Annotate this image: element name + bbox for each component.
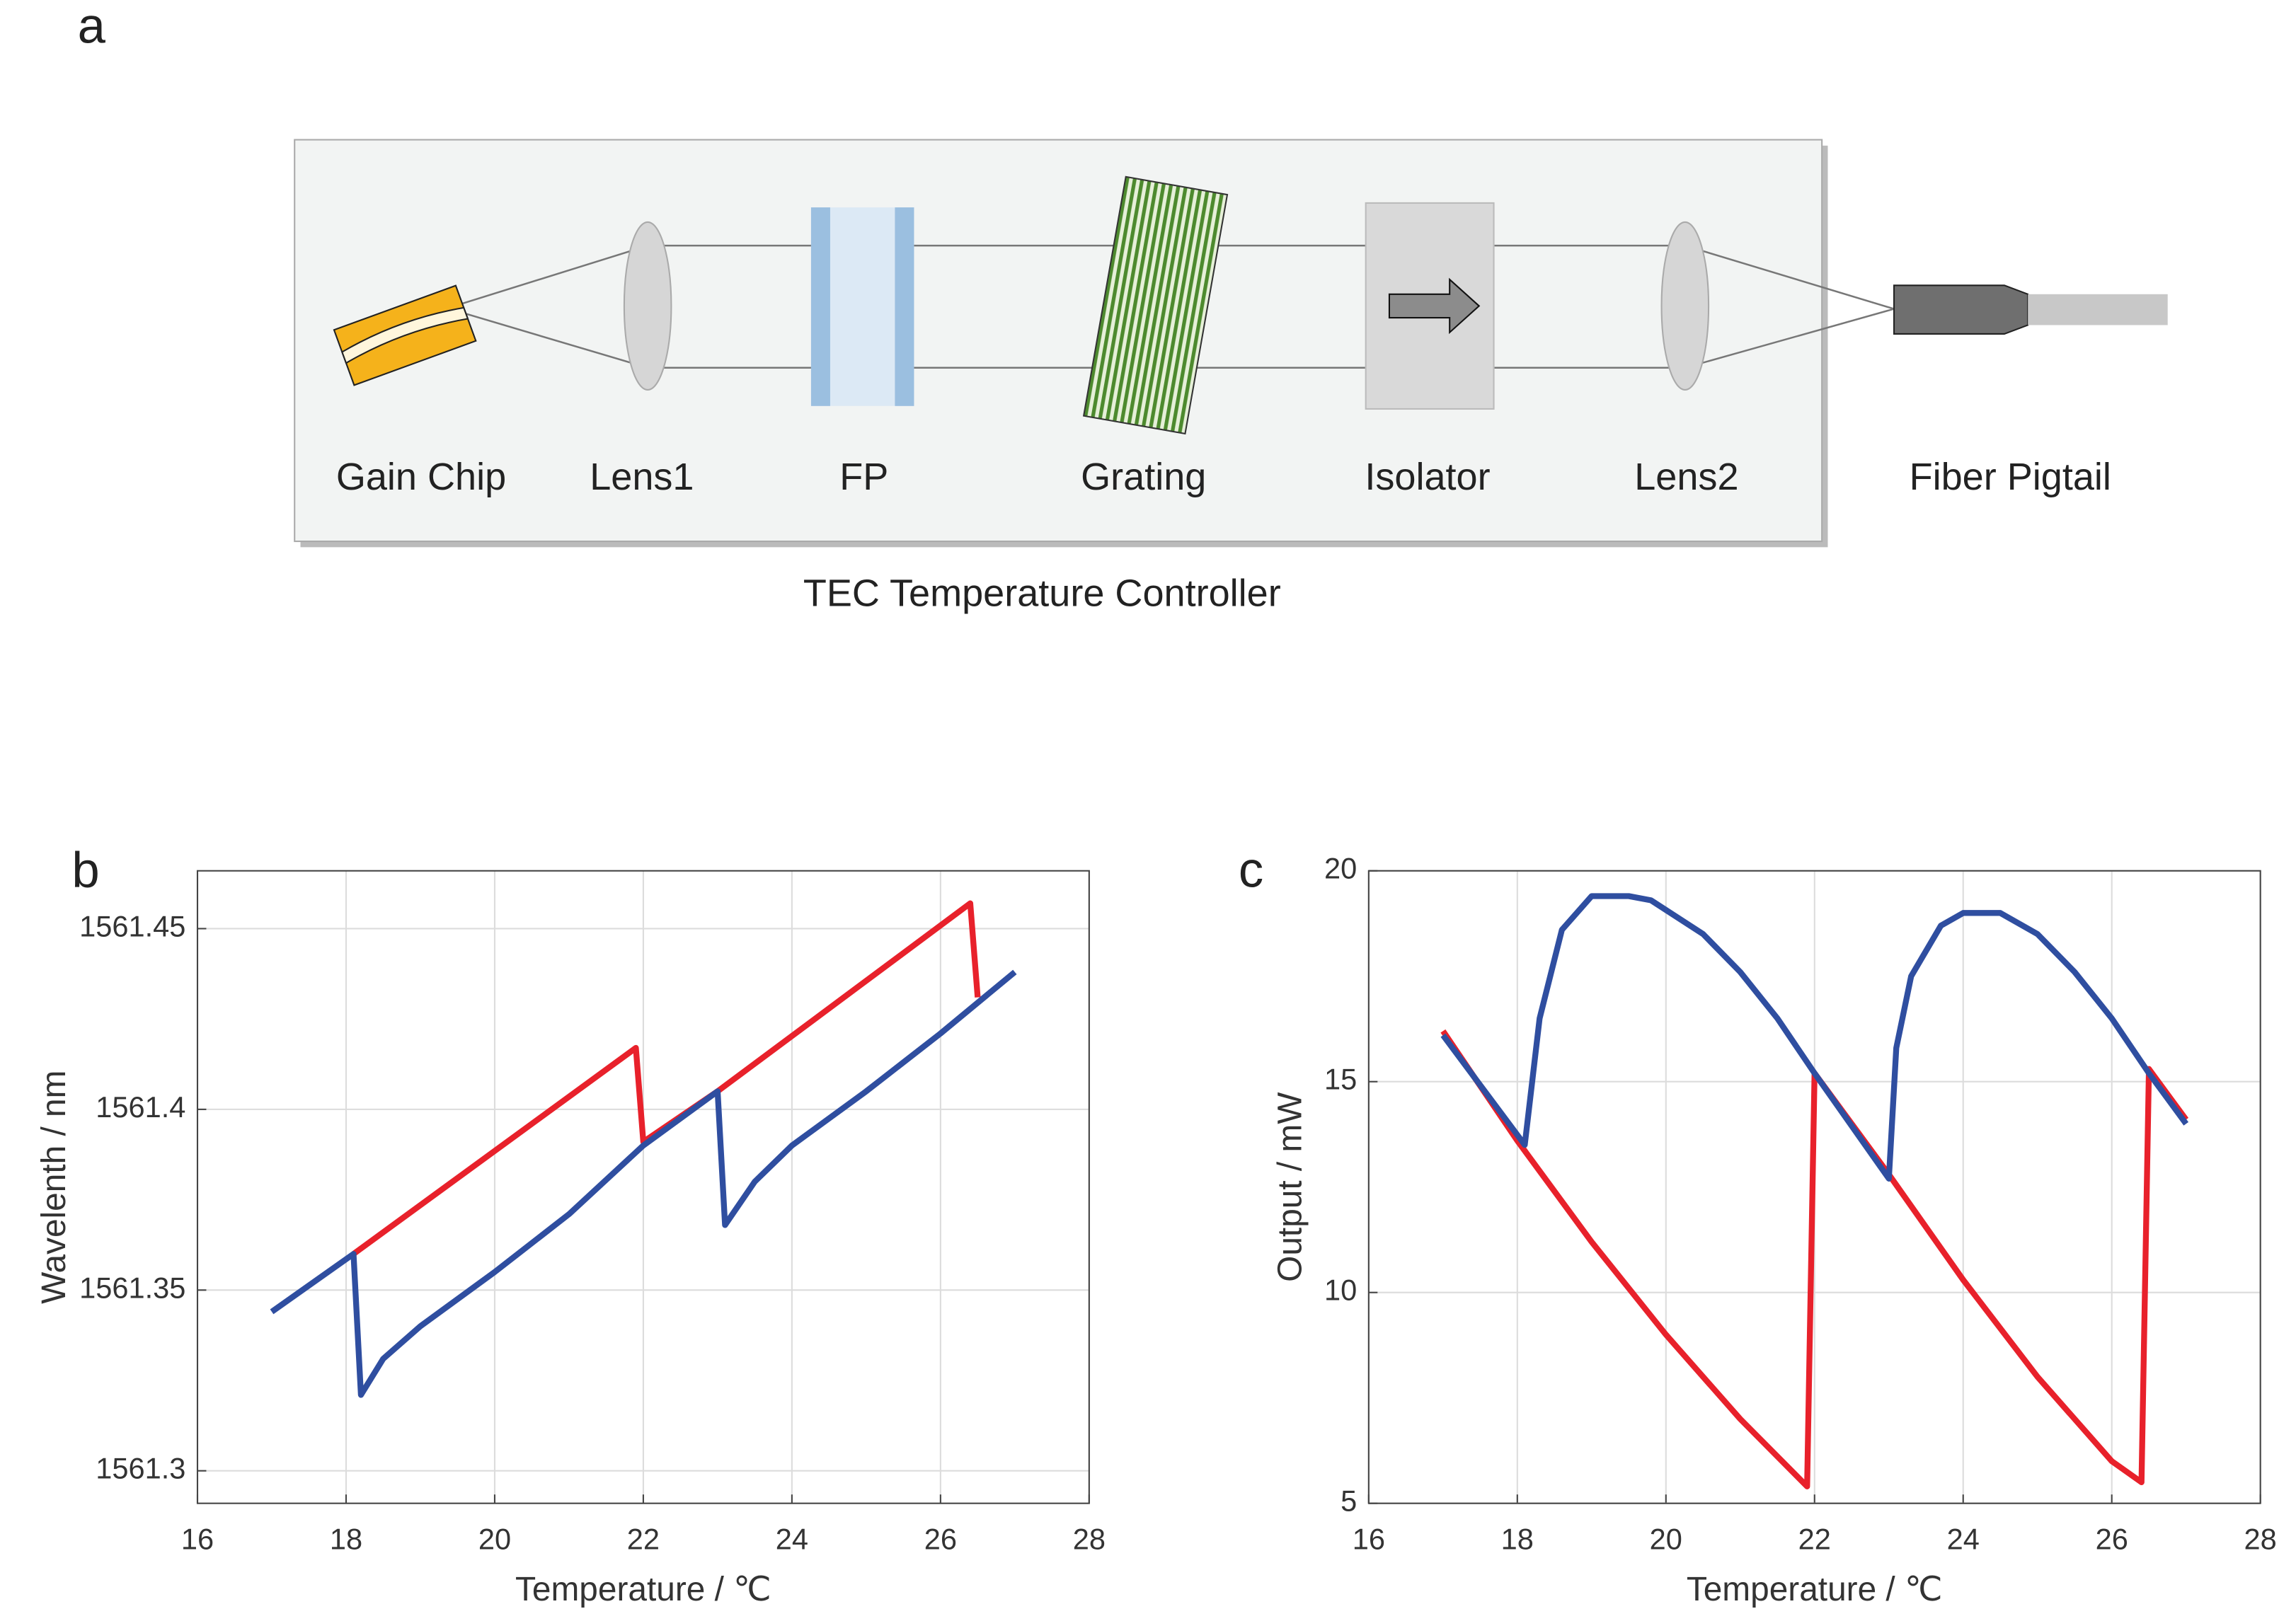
fiber-connector bbox=[1893, 284, 2029, 335]
y-tick-label: 1561.3 bbox=[96, 1452, 185, 1485]
y-tick-label: 5 bbox=[1341, 1484, 1357, 1518]
plot-frame bbox=[1367, 870, 2261, 1504]
lens1 bbox=[623, 221, 672, 391]
fp bbox=[810, 207, 914, 406]
x-axis-label: Temperature / ℃ bbox=[515, 1571, 771, 1608]
x-tick-label: 28 bbox=[2244, 1523, 2277, 1556]
component-label: Grating bbox=[1081, 456, 1206, 498]
x-tick-label: 18 bbox=[1501, 1523, 1534, 1556]
component-label: Lens2 bbox=[1634, 456, 1738, 498]
x-tick-label: 22 bbox=[1798, 1523, 1831, 1556]
fiber bbox=[2028, 294, 2168, 325]
x-tick-label: 26 bbox=[2096, 1523, 2128, 1556]
x-tick-label: 24 bbox=[1947, 1523, 1980, 1556]
x-tick-label: 26 bbox=[924, 1523, 957, 1556]
x-tick-label: 24 bbox=[776, 1523, 808, 1556]
component-label: Isolator bbox=[1365, 456, 1490, 498]
data-line bbox=[1440, 893, 2189, 1182]
component-label: Fiber Pigtail bbox=[1910, 456, 2111, 498]
panel-label: c bbox=[1239, 842, 1263, 898]
isolator-arrow bbox=[1388, 277, 1481, 335]
data-line bbox=[270, 969, 1017, 1398]
gain-chip bbox=[333, 284, 477, 386]
y-tick-label: 15 bbox=[1324, 1063, 1357, 1096]
x-tick-label: 16 bbox=[181, 1523, 214, 1556]
y-tick-label: 1561.45 bbox=[79, 909, 185, 942]
x-axis-label: Temperature / ℃ bbox=[1687, 1571, 1943, 1608]
y-axis-label: Output / mW bbox=[1271, 1092, 1309, 1282]
lens2 bbox=[1660, 221, 1710, 391]
x-tick-label: 22 bbox=[627, 1523, 660, 1556]
x-tick-label: 20 bbox=[1650, 1523, 1682, 1556]
x-tick-label: 20 bbox=[478, 1523, 511, 1556]
component-label: Lens1 bbox=[590, 456, 694, 498]
component-label: Gain Chip bbox=[336, 456, 506, 498]
x-tick-label: 18 bbox=[330, 1523, 362, 1556]
component-label: FP bbox=[839, 456, 888, 498]
panel-label: a bbox=[78, 0, 106, 53]
y-tick-label: 1561.35 bbox=[79, 1271, 185, 1304]
panel-label: b bbox=[71, 842, 99, 898]
y-axis-label: Wavelenth / nm bbox=[35, 1071, 73, 1304]
box-label: TEC Temperature Controller bbox=[803, 572, 1281, 614]
y-tick-label: 1561.4 bbox=[96, 1090, 185, 1124]
tec-box bbox=[294, 139, 1823, 543]
y-tick-label: 10 bbox=[1324, 1274, 1357, 1307]
x-tick-label: 16 bbox=[1353, 1523, 1385, 1556]
grating bbox=[1082, 175, 1229, 435]
y-tick-label: 20 bbox=[1324, 852, 1357, 885]
x-tick-label: 28 bbox=[1073, 1523, 1106, 1556]
plot-frame bbox=[196, 870, 1090, 1504]
